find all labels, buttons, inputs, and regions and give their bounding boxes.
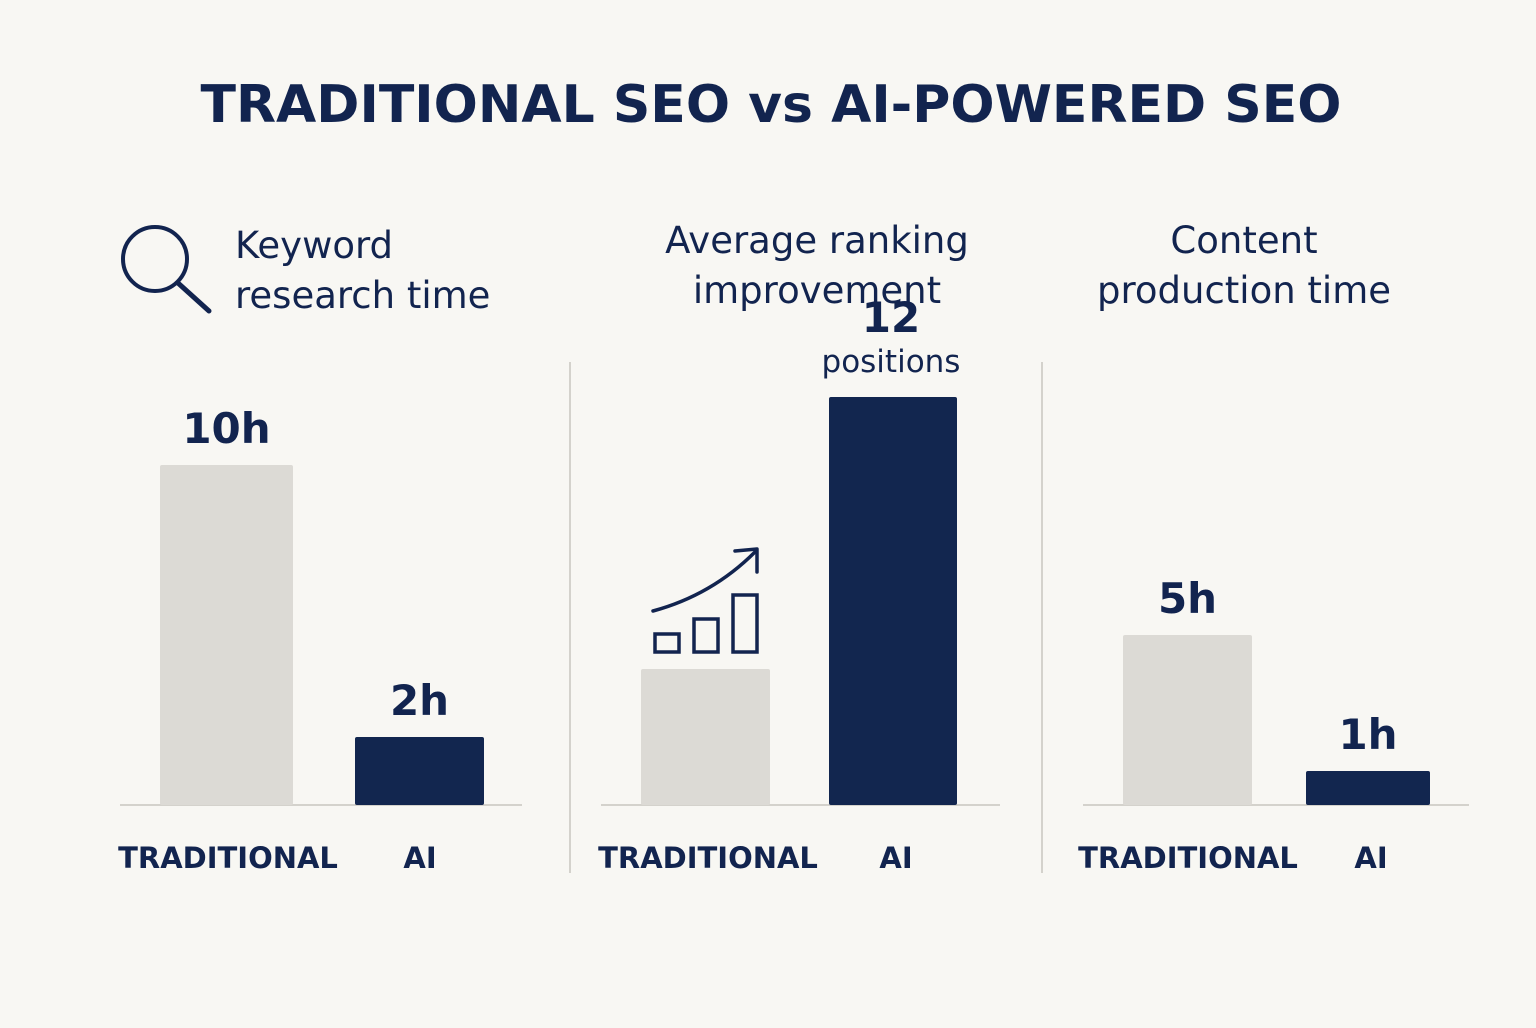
magnifier-icon-handle — [175, 280, 212, 314]
bar-traditional — [160, 465, 293, 805]
bar-traditional — [1123, 635, 1252, 805]
bar-ai — [1306, 771, 1430, 805]
panel-title-line: research time — [235, 274, 490, 317]
data-label: 5h — [1158, 574, 1217, 623]
growth-chart-icon-bar — [731, 593, 759, 654]
growth-chart-icon-arrowhead — [733, 547, 759, 574]
bar-traditional — [641, 669, 770, 805]
category-label-traditional: TRADITIONAL — [598, 841, 818, 875]
data-label: 2h — [390, 676, 449, 725]
growth-chart-icon-arrow — [651, 550, 757, 613]
data-label-unit: positions — [822, 344, 961, 380]
magnifier-icon — [121, 225, 189, 293]
category-label-ai: AI — [1354, 841, 1387, 875]
panel-title-line: Keyword — [235, 224, 393, 267]
panel-title-line: improvement — [693, 269, 941, 312]
category-label-traditional: TRADITIONAL — [1078, 841, 1298, 875]
category-label-traditional: TRADITIONAL — [118, 841, 338, 875]
bar-ai — [829, 397, 957, 805]
data-label: 10h — [182, 404, 270, 453]
bar-ai — [355, 737, 484, 805]
chart-title: TRADITIONAL SEO vs AI-POWERED SEO — [201, 75, 1342, 135]
panel-title-line: Content — [1170, 219, 1317, 262]
data-label: 1h — [1338, 710, 1397, 759]
data-label: 12 — [862, 293, 920, 342]
panel-title-line: production time — [1097, 269, 1391, 312]
growth-chart-icon-bar — [653, 632, 681, 654]
growth-chart-icon-bar — [692, 617, 720, 654]
panel-title-line: Average ranking — [665, 219, 969, 262]
category-label-ai: AI — [403, 841, 436, 875]
category-label-ai: AI — [879, 841, 912, 875]
